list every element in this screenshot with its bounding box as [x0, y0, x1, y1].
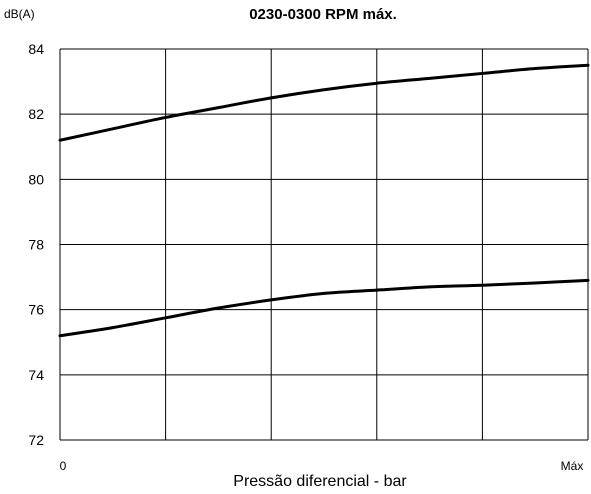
y-axis-label: dB(A) — [4, 7, 35, 21]
x-tick-label: Máx — [561, 459, 584, 473]
series-line-1 — [58, 63, 590, 142]
x-axis-label: Pressão diferencial - bar — [233, 473, 407, 490]
y-tick-label: 84 — [28, 41, 44, 57]
y-tick-label: 80 — [28, 171, 44, 187]
y-tick-label: 72 — [28, 432, 44, 448]
y-tick-label: 74 — [28, 367, 44, 383]
y-tick-label: 82 — [28, 106, 44, 122]
x-tick-label: 0 — [60, 459, 67, 473]
y-tick-label: 76 — [28, 302, 44, 318]
chart-title: 0230-0300 RPM máx. — [249, 6, 397, 23]
series-line-2 — [58, 278, 590, 338]
y-tick-label: 78 — [28, 237, 44, 253]
